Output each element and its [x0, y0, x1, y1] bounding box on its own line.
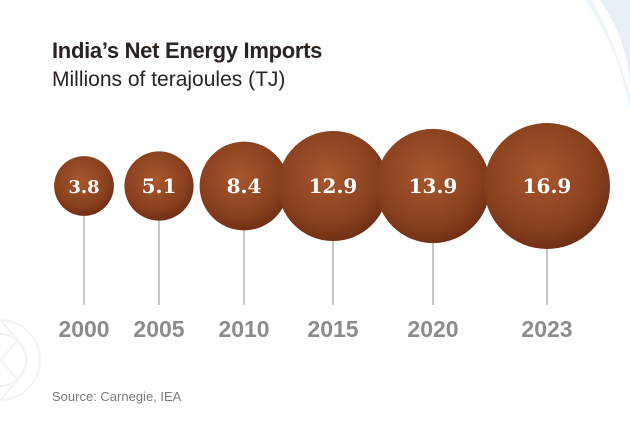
- bubble-2023: [484, 123, 610, 249]
- bubble-value-label: 8.4: [227, 174, 262, 198]
- year-label: 2010: [218, 316, 269, 342]
- bubble-value-label: 12.9: [309, 174, 358, 198]
- bubble-2000: [54, 156, 114, 216]
- bubble-value-label: 3.8: [68, 177, 99, 198]
- source-note: Source: Carnegie, IEA: [52, 389, 182, 404]
- bubble-value-label: 16.9: [523, 174, 572, 198]
- bubble-2005: [124, 151, 194, 221]
- chart-subtitle: Millions of terajoules (TJ): [52, 68, 286, 91]
- bubble-value-label: 13.9: [409, 174, 458, 198]
- chart-title: India’s Net Energy Imports: [52, 38, 323, 63]
- bubble-2015: [277, 130, 389, 242]
- bubble-2010: [199, 141, 289, 231]
- year-label: 2005: [133, 316, 184, 342]
- bubble-2020: [375, 128, 491, 244]
- year-label: 2000: [58, 316, 109, 342]
- year-label: 2020: [407, 316, 458, 342]
- bubble-value-label: 5.1: [142, 174, 177, 198]
- year-label: 2015: [307, 316, 358, 342]
- year-label: 2023: [521, 316, 572, 342]
